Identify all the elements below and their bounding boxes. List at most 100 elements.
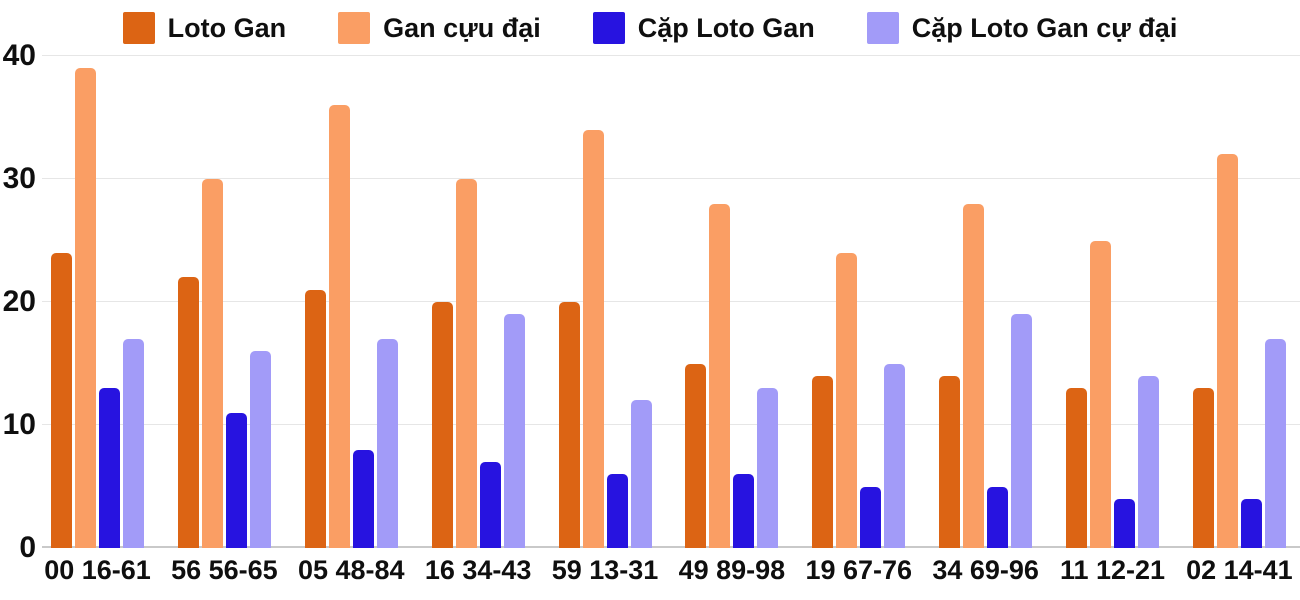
legend-item[interactable]: Gan cựu đại — [338, 12, 541, 44]
x-axis-label: 49 89-98 — [678, 554, 786, 585]
bar[interactable] — [1011, 314, 1033, 548]
gridline — [42, 301, 1300, 302]
bar[interactable] — [1114, 498, 1135, 548]
bar[interactable] — [709, 203, 731, 548]
x-label-cell: 56 56-65 — [171, 548, 278, 592]
bar[interactable] — [99, 388, 120, 548]
bar[interactable] — [225, 412, 247, 548]
bar[interactable] — [304, 289, 326, 548]
bar[interactable] — [757, 388, 779, 548]
bar[interactable] — [558, 302, 580, 548]
bar-group — [812, 56, 906, 548]
bar[interactable] — [503, 314, 525, 548]
x-label-cell: 11 12-21 — [1060, 548, 1165, 592]
bar[interactable] — [479, 461, 501, 548]
bar[interactable] — [630, 400, 652, 548]
bar[interactable] — [939, 375, 961, 548]
bar-group — [304, 56, 398, 548]
x-axis-label: 56 56-65 — [171, 554, 278, 585]
y-tick-label: 40 — [2, 39, 36, 72]
bar-group — [177, 56, 271, 548]
gridline — [42, 178, 1300, 179]
legend-item[interactable]: Cặp Loto Gan — [592, 12, 815, 44]
legend-label: Cặp Loto Gan cự đại — [911, 12, 1178, 43]
x-axis-label: 59 13-31 — [551, 554, 659, 585]
bar-group — [558, 56, 652, 548]
bar[interactable] — [860, 486, 882, 548]
bar[interactable] — [376, 338, 398, 548]
y-tick-label: 30 — [2, 162, 36, 195]
legend-swatch-icon — [866, 12, 899, 44]
bar[interactable] — [733, 474, 755, 548]
bar[interactable] — [685, 363, 707, 548]
x-axis: 00 16-61 56 56-65 05 48-84 16 34-43 59 13-31… — [42, 548, 1300, 592]
bar-group — [431, 56, 525, 548]
bar-group — [939, 56, 1033, 548]
chart-body: 0 10 20 30 40 00 16-61 56 56-65 05 48-84 16 34-… — [0, 41, 1300, 592]
bar[interactable] — [582, 129, 604, 548]
bar[interactable] — [352, 449, 374, 548]
bar[interactable] — [963, 203, 985, 548]
gridline — [42, 55, 1300, 56]
x-axis-label: 02 14-41 — [1186, 554, 1293, 585]
bar[interactable] — [177, 277, 199, 548]
bar-group — [1066, 56, 1159, 548]
legend-swatch-icon — [122, 12, 155, 44]
x-axis-label: 11 12-21 — [1059, 554, 1166, 585]
legend-swatch-icon — [592, 12, 625, 44]
bar[interactable] — [328, 105, 350, 548]
x-label-cell: 19 67-76 — [805, 548, 912, 592]
bar[interactable] — [1264, 338, 1286, 548]
legend-label: Gan cựu đại — [383, 12, 541, 43]
x-label-cell: 00 16-61 — [44, 548, 151, 592]
chart-legend: Loto Gan Gan cựu đại Cặp Loto Gan Cặp Loto … — [0, 0, 1300, 56]
bar-group — [51, 56, 144, 548]
plot-wrap: 00 16-61 56 56-65 05 48-84 16 34-43 59 13-31… — [42, 55, 1300, 592]
x-label-cell: 16 34-43 — [425, 548, 532, 592]
bar[interactable] — [75, 68, 96, 548]
bar[interactable] — [1192, 388, 1214, 548]
bar[interactable] — [1138, 375, 1159, 548]
legend-item[interactable]: Loto Gan — [122, 12, 287, 44]
bar-group — [1192, 56, 1286, 548]
y-tick-label: 0 — [19, 531, 36, 564]
y-axis: 0 10 20 30 40 — [0, 41, 42, 563]
x-label-cell: 49 89-98 — [679, 548, 786, 592]
bar[interactable] — [987, 486, 1009, 548]
legend-item[interactable]: Cặp Loto Gan cự đại — [866, 12, 1178, 44]
x-label-cell: 34 69-96 — [932, 548, 1039, 592]
bar[interactable] — [123, 338, 144, 548]
bar[interactable] — [431, 302, 453, 548]
x-label-cell: 02 14-41 — [1186, 548, 1293, 592]
x-axis-label: 00 16-61 — [44, 554, 151, 585]
bar[interactable] — [1090, 240, 1111, 548]
bar[interactable] — [51, 252, 72, 548]
legend-swatch-icon — [338, 12, 371, 44]
bar-groups — [42, 56, 1300, 548]
bar[interactable] — [455, 179, 477, 548]
bar[interactable] — [606, 474, 628, 548]
bar[interactable] — [1240, 498, 1262, 548]
x-label-cell: 05 48-84 — [298, 548, 405, 592]
x-axis-label: 05 48-84 — [297, 554, 405, 585]
bar[interactable] — [1216, 154, 1238, 548]
gridline — [42, 424, 1300, 425]
bar[interactable] — [201, 179, 223, 548]
x-axis-label: 19 67-76 — [805, 554, 913, 585]
bar[interactable] — [249, 351, 271, 548]
bar[interactable] — [812, 375, 834, 548]
bar[interactable] — [1066, 388, 1087, 548]
x-label-cell: 59 13-31 — [552, 548, 659, 592]
x-axis-label: 16 34-43 — [424, 554, 532, 585]
bar-group — [685, 56, 779, 548]
legend-label: Loto Gan — [167, 12, 287, 43]
y-tick-label: 10 — [2, 408, 36, 441]
legend-label: Cặp Loto Gan — [637, 12, 815, 43]
y-tick-label: 20 — [2, 285, 36, 318]
bar[interactable] — [884, 363, 906, 548]
x-axis-label: 34 69-96 — [932, 554, 1039, 585]
plot-area — [42, 55, 1300, 548]
bar[interactable] — [836, 252, 858, 548]
x-axis-line — [42, 546, 1300, 548]
